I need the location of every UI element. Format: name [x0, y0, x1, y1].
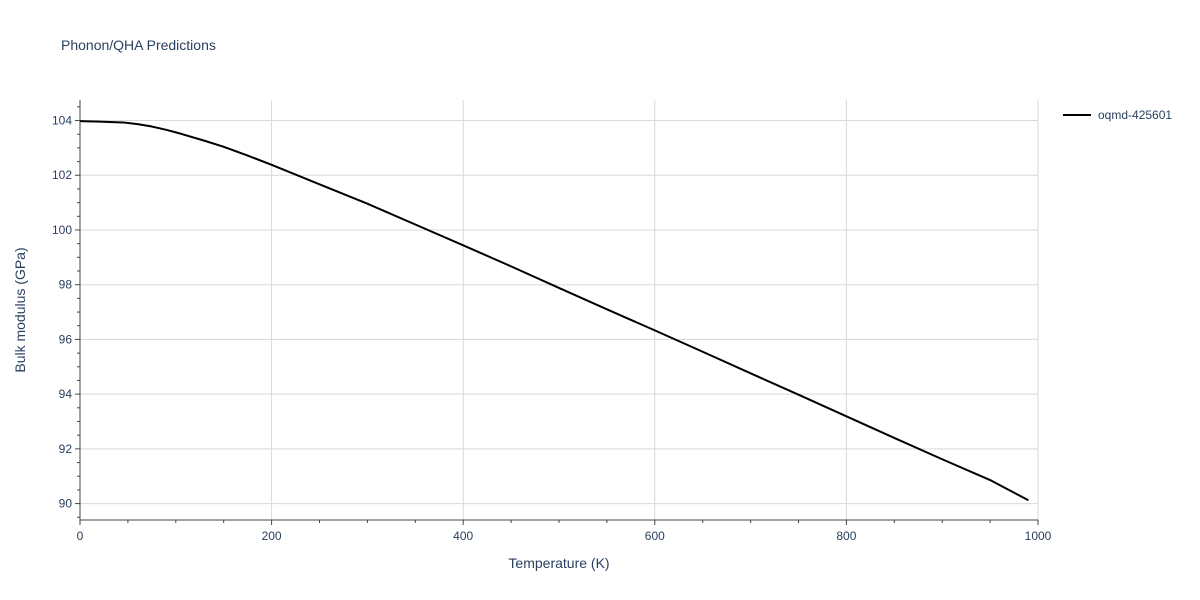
legend[interactable]: oqmd-425601: [1063, 108, 1172, 122]
legend-label: oqmd-425601: [1098, 108, 1172, 122]
axes: [79, 100, 1038, 521]
x-tick-label: 600: [645, 529, 665, 543]
x-axis-title: Temperature (K): [508, 555, 609, 571]
y-tick-label: 96: [59, 332, 73, 346]
y-tick-label: 90: [59, 497, 73, 511]
x-tick-label: 1000: [1025, 529, 1052, 543]
y-tick-label: 92: [59, 442, 73, 456]
y-tick-label: 94: [59, 387, 73, 401]
x-axis-ticks: 0 200 400 600 800 1000: [77, 520, 1052, 543]
x-tick-label: 200: [262, 529, 282, 543]
x-tick-label: 400: [453, 529, 473, 543]
y-axis-ticks: 90 92 94 96 98 100 102 104: [52, 106, 80, 518]
y-axis-title: Bulk modulus (GPa): [12, 247, 28, 372]
chart-title: Phonon/QHA Predictions: [61, 37, 216, 53]
series-layer: [79, 120, 1029, 502]
y-tick-label: 102: [52, 168, 72, 182]
y-tick-label: 98: [59, 278, 73, 292]
x-tick-label: 0: [77, 529, 84, 543]
y-tick-label: 100: [52, 223, 72, 237]
y-tick-label: 104: [52, 114, 72, 128]
series-line: [79, 120, 1029, 502]
x-tick-label: 800: [836, 529, 856, 543]
grid: [80, 100, 1039, 520]
